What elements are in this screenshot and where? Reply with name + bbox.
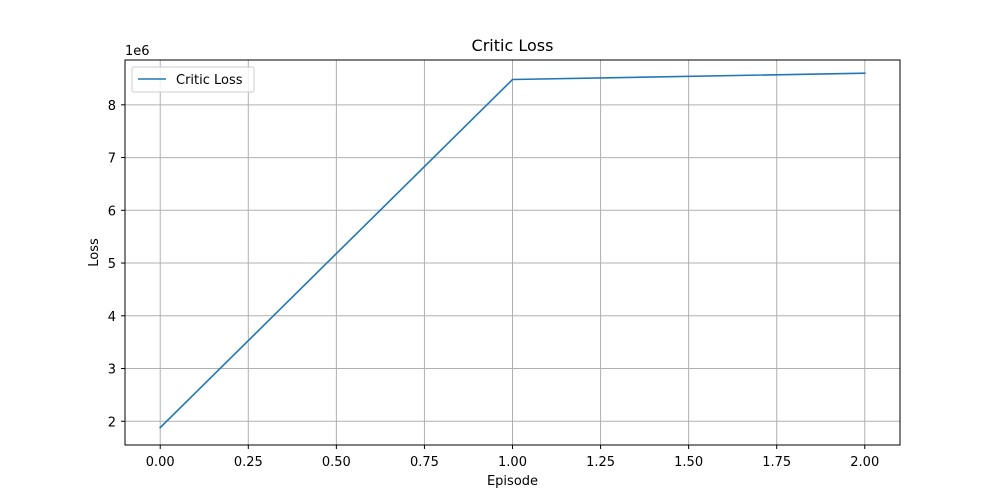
x-tick-label: 0.25 — [234, 455, 263, 470]
x-tick-label: 1.75 — [762, 455, 791, 470]
x-tick-label: 0.75 — [410, 455, 439, 470]
data-point — [511, 78, 514, 81]
y-axis-label: Loss — [87, 238, 102, 267]
legend-label: Critic Loss — [176, 73, 243, 88]
data-point — [863, 72, 866, 74]
y-tick-label: 8 — [108, 99, 116, 114]
x-tick-label: 1.00 — [498, 455, 527, 470]
y-tick-label: 3 — [108, 363, 116, 378]
x-tick-label: 1.50 — [674, 455, 703, 470]
y-tick-label: 5 — [108, 257, 116, 272]
x-axis-label: Episode — [487, 474, 538, 489]
y-tick-label: 6 — [108, 204, 116, 219]
chart-title: Critic Loss — [472, 36, 554, 55]
x-tick-label: 2.00 — [850, 455, 879, 470]
data-point — [159, 426, 162, 429]
y-tick-label: 4 — [108, 310, 116, 325]
x-tick-label: 1.25 — [586, 455, 615, 470]
grid-layer — [125, 60, 900, 445]
x-tick-label: 0.50 — [322, 455, 351, 470]
y-tick-label: 7 — [108, 152, 116, 167]
y-axis-offset-label: 1e6 — [125, 44, 150, 59]
x-tick-label: 0.00 — [146, 455, 175, 470]
legend: Critic Loss — [131, 66, 255, 93]
tick-layer: 0.00 0.25 0.50 0.75 1.00 1.25 1.50 1.75 2.00 2 3 4 5… — [108, 99, 880, 470]
legend-box — [131, 66, 255, 93]
series-layer — [159, 72, 866, 429]
y-tick-label: 2 — [108, 415, 116, 430]
